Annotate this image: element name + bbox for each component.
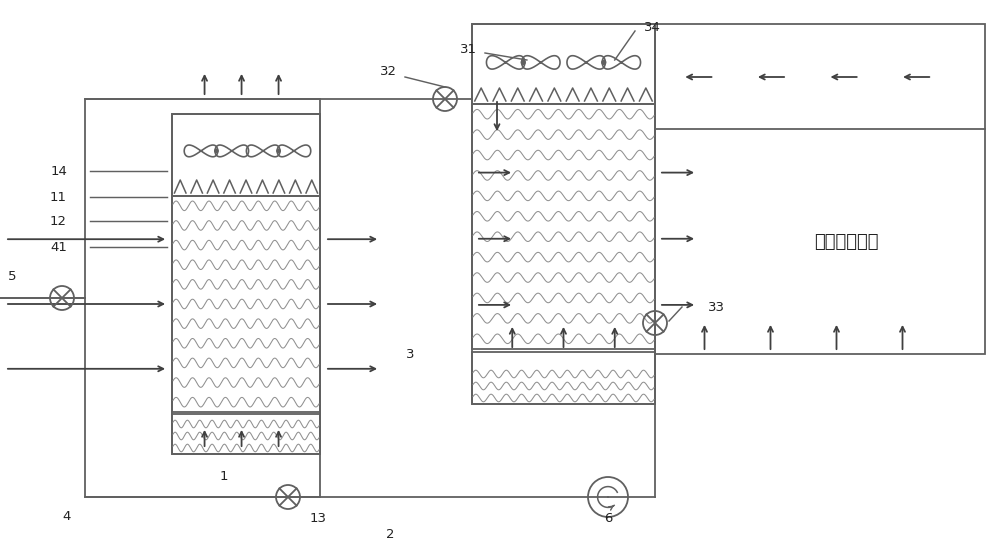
Text: 14: 14	[50, 164, 67, 178]
Circle shape	[215, 149, 218, 153]
Circle shape	[602, 60, 606, 64]
Text: 41: 41	[50, 240, 67, 253]
Text: 34: 34	[644, 21, 660, 34]
Text: 11: 11	[50, 191, 67, 203]
Text: 4: 4	[63, 510, 71, 523]
Text: 6: 6	[604, 513, 612, 525]
Text: 1: 1	[220, 470, 228, 482]
Text: 12: 12	[50, 215, 67, 228]
Text: 13: 13	[310, 513, 326, 525]
Bar	[472, 24, 655, 404]
Bar	[472, 24, 655, 104]
Text: 33: 33	[708, 301, 725, 314]
Bar	[472, 104, 655, 349]
Text: 3: 3	[406, 348, 414, 361]
Bar	[472, 352, 655, 404]
Text: 数据中心机房: 数据中心机房	[814, 233, 879, 250]
Circle shape	[521, 60, 525, 64]
Bar	[655, 24, 985, 354]
Circle shape	[277, 149, 280, 153]
Text: 5: 5	[8, 269, 16, 282]
Bar	[172, 114, 320, 196]
Text: 2: 2	[386, 528, 394, 541]
Text: 32: 32	[380, 64, 396, 78]
Bar	[172, 114, 320, 454]
Bar	[85, 99, 320, 497]
Bar	[172, 196, 320, 412]
Bar	[172, 414, 320, 454]
Text: 31: 31	[460, 42, 477, 55]
